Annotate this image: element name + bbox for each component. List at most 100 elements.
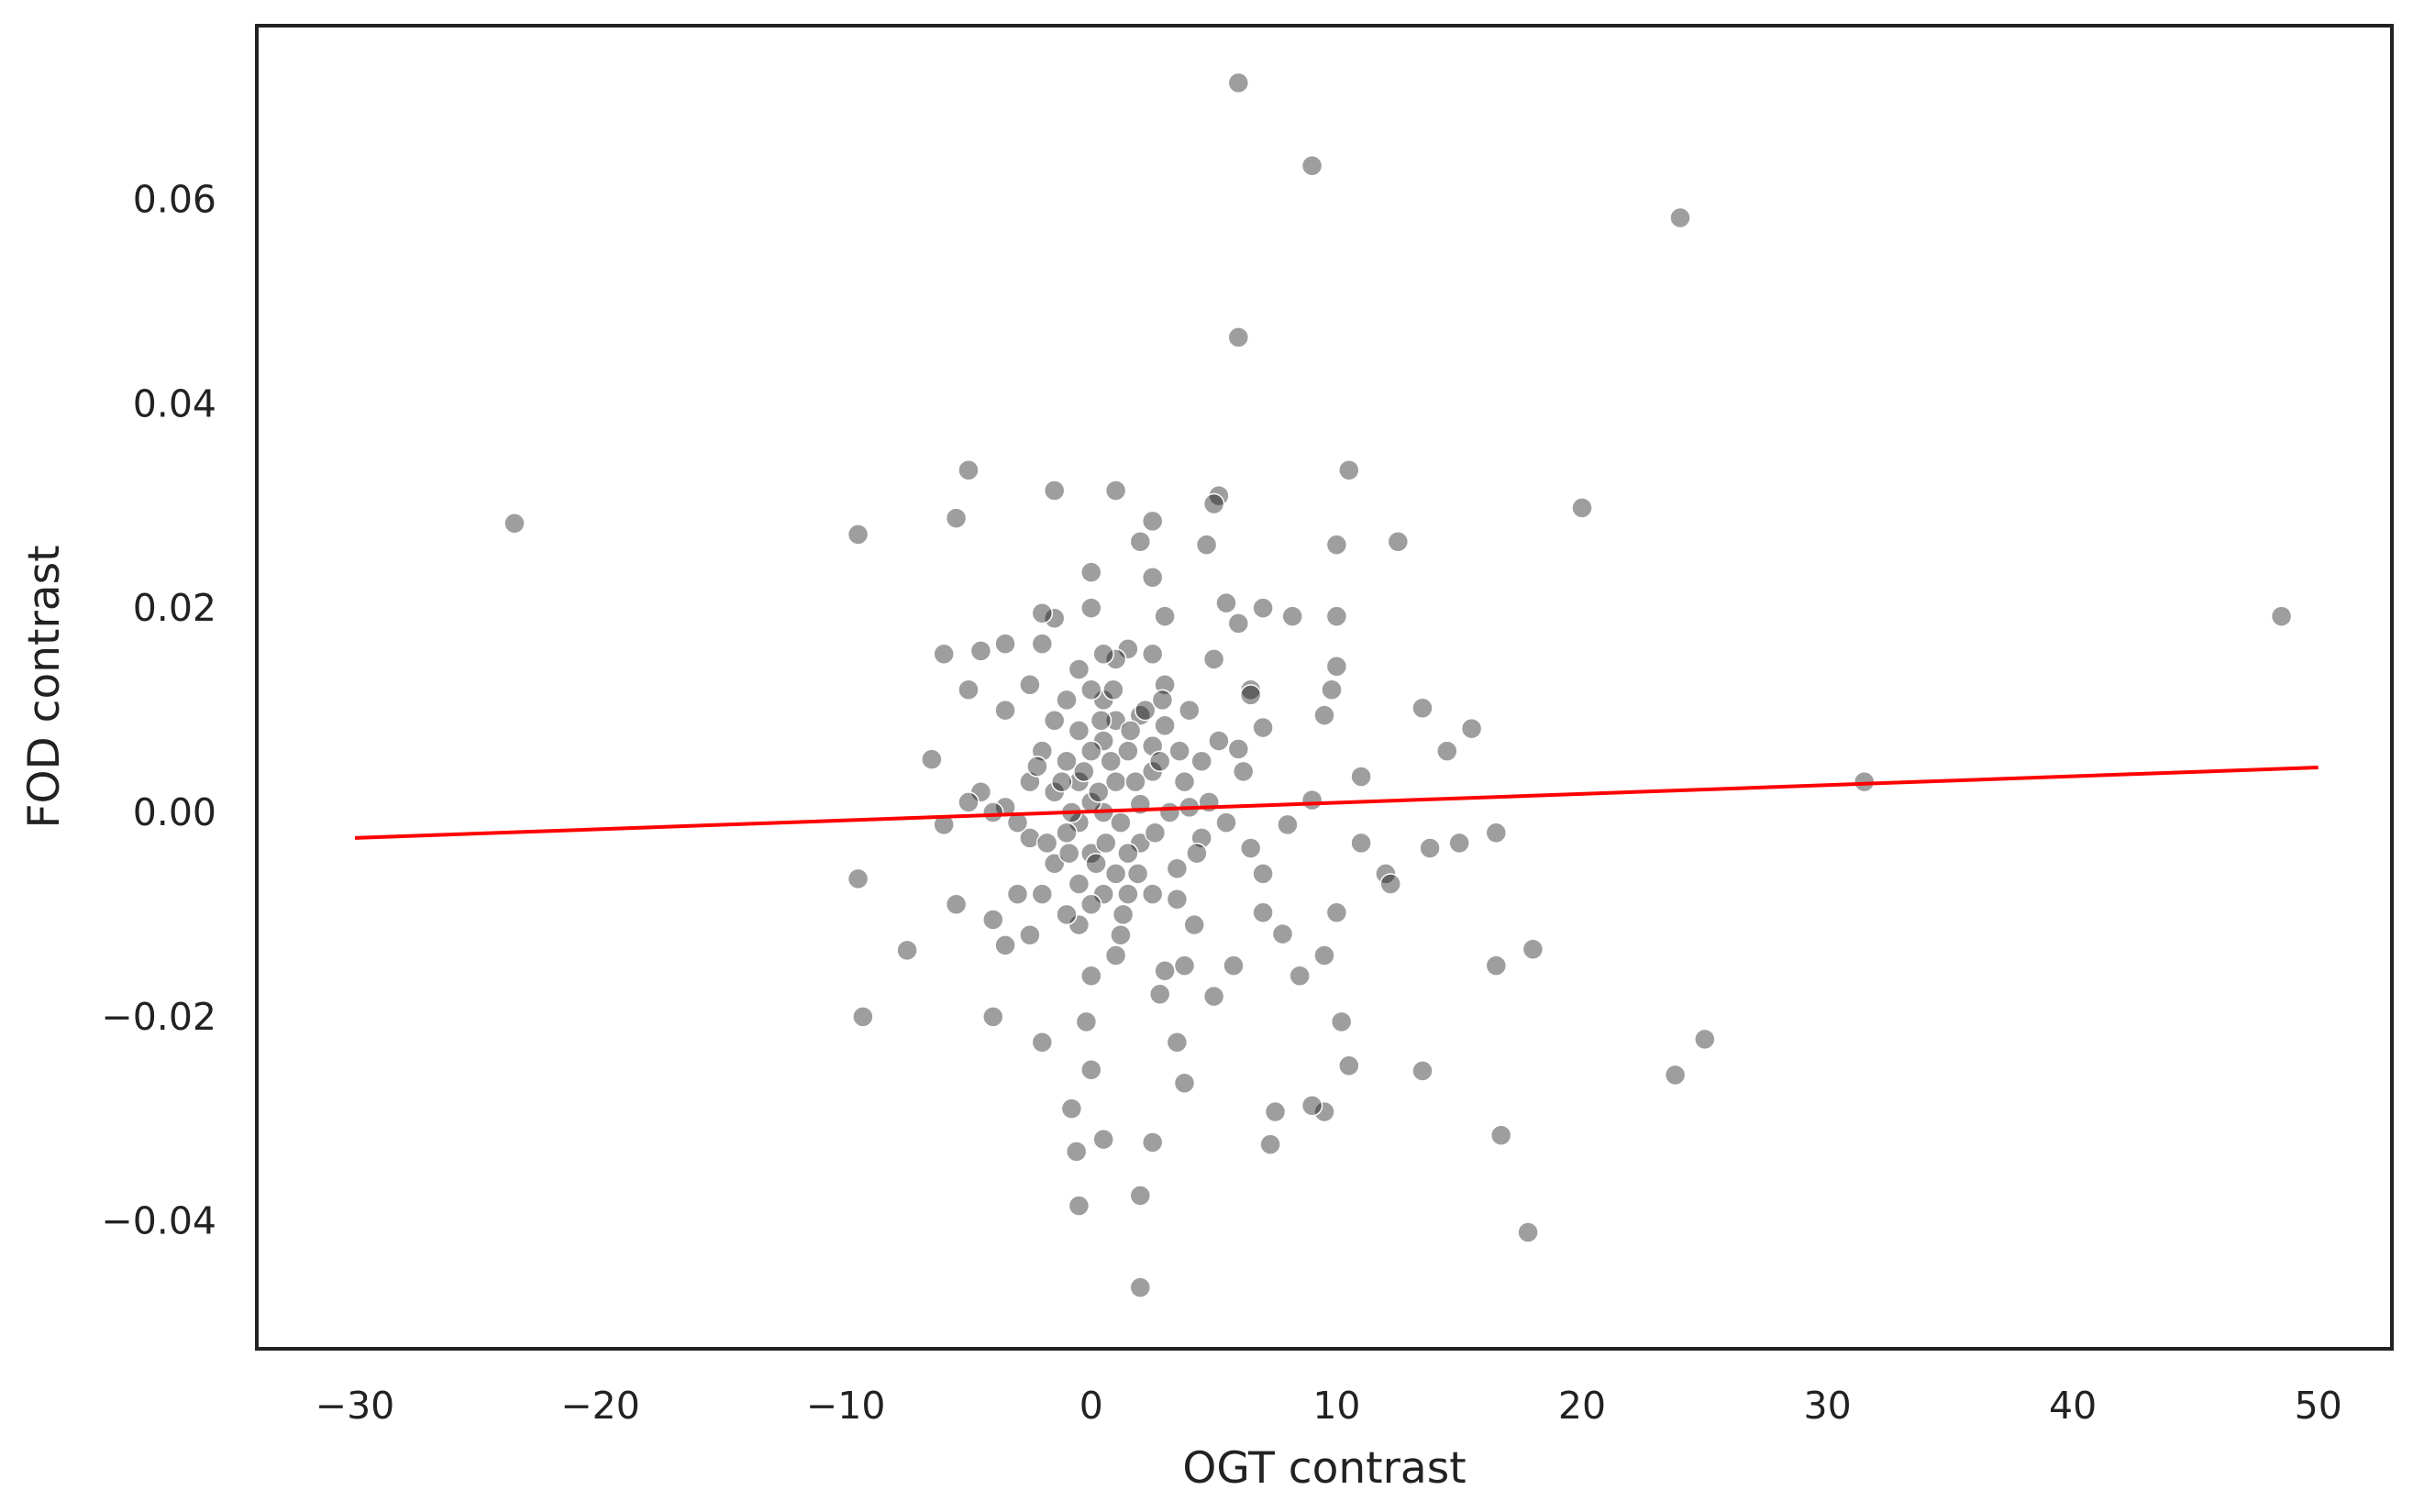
scatter-point-173 — [1158, 801, 1181, 823]
scatter-point-122 — [1068, 1195, 1090, 1217]
scatter-point-123 — [1065, 1141, 1088, 1163]
scatter-point-60 — [1195, 534, 1218, 556]
scatter-point-51 — [1239, 837, 1262, 859]
y-tick-label: 0.02 — [133, 586, 216, 630]
scatter-point-99 — [1104, 944, 1127, 966]
scatter-point-114 — [1080, 1059, 1102, 1081]
scatter-point-19 — [1411, 1060, 1433, 1082]
scatter-point-161 — [896, 939, 918, 962]
scatter-point-149 — [982, 909, 1004, 931]
regression-line — [354, 766, 2319, 840]
scatter-point-0 — [504, 512, 526, 535]
scatter-point-71 — [1154, 605, 1176, 627]
scatter-point-153 — [957, 458, 980, 481]
scatter-point-94 — [1104, 480, 1127, 502]
scatter-point-162 — [852, 1006, 874, 1028]
y-tick-labels: −0.04 −0.02 0.00 0.02 0.04 0.06 — [101, 177, 216, 1242]
scatter-point-52 — [1227, 613, 1250, 635]
scatter-point-64 — [1179, 699, 1201, 722]
scatter-point-138 — [1031, 1031, 1054, 1054]
plot-frame — [255, 24, 2394, 1351]
scatter-point-32 — [1321, 679, 1343, 701]
scatter-point-61 — [1190, 750, 1212, 773]
scatter-point-148 — [982, 801, 1004, 823]
scatter-point-147 — [994, 934, 1016, 956]
scatter-point-124 — [1060, 1098, 1083, 1120]
scatter-point-139 — [1019, 673, 1041, 696]
x-tick-labels: −30 −20 −10 0 10 20 30 40 50 — [315, 1384, 2342, 1428]
scatter-point-189 — [1186, 842, 1208, 865]
scatter-point-190 — [1208, 730, 1230, 752]
scatter-point-141 — [1019, 827, 1041, 849]
scatter-point-168 — [1073, 760, 1095, 783]
scatter-point-13 — [1485, 955, 1508, 977]
points-layer — [504, 72, 2293, 1298]
scatter-point-135 — [1031, 633, 1054, 655]
scatter-point-157 — [945, 893, 968, 916]
scatter-point-12 — [1489, 1124, 1512, 1146]
scatter-point-188 — [1126, 863, 1149, 885]
scatter-point-77 — [1141, 566, 1164, 589]
scatter-point-146 — [994, 796, 1016, 819]
scatter-point-166 — [1100, 750, 1122, 773]
scatter-point-58 — [1202, 648, 1225, 670]
scatter-point-130 — [1043, 607, 1066, 630]
scatter-point-6 — [1227, 326, 1250, 348]
scatter-point-16 — [1448, 832, 1470, 855]
y-axis-label: FOD contrast — [19, 545, 70, 828]
scatter-point-15 — [1460, 717, 1483, 740]
x-tick-label: −20 — [560, 1384, 640, 1428]
x-tick-label: 0 — [1079, 1384, 1103, 1428]
scatter-point-11 — [1522, 938, 1544, 961]
scatter-point-179 — [1050, 770, 1073, 793]
scatter-point-63 — [1183, 913, 1205, 936]
scatter-point-10 — [1517, 1221, 1539, 1243]
scatter-point-69 — [1166, 888, 1189, 911]
y-tick-label: −0.04 — [101, 1199, 216, 1243]
scatter-point-127 — [1056, 822, 1078, 844]
scatter-point-45 — [1252, 716, 1274, 739]
scatter-point-137 — [1031, 883, 1054, 905]
scatter-point-108 — [1080, 679, 1102, 701]
scatter-point-43 — [1264, 1100, 1287, 1123]
scatter-point-23 — [1379, 873, 1401, 895]
scatter-point-150 — [982, 1006, 1004, 1028]
y-tick-label: 0.04 — [133, 381, 216, 425]
scatter-point-169 — [1095, 832, 1117, 855]
scatter-point-180 — [1035, 832, 1058, 855]
y-tick-label: 0.06 — [133, 177, 216, 221]
scatter-point-66 — [1173, 1072, 1196, 1095]
scatter-point-47 — [1252, 901, 1274, 923]
scatter-point-171 — [1134, 699, 1157, 722]
scatter-point-151 — [969, 640, 992, 662]
scatter-point-5 — [1669, 206, 1691, 229]
scatter-point-133 — [1043, 852, 1066, 875]
x-tick-label: −30 — [315, 1384, 395, 1428]
scatter-point-126 — [1056, 750, 1078, 773]
scatter-point-92 — [1117, 883, 1139, 905]
scatter-point-191 — [1057, 842, 1080, 865]
scatter-point-105 — [1092, 1128, 1114, 1151]
scatter-point-194 — [1151, 689, 1174, 712]
scatter-point-187 — [1102, 679, 1124, 701]
scatter-point-81 — [1141, 883, 1164, 905]
scatter-point-78 — [1141, 643, 1164, 666]
scatter-point-25 — [1350, 832, 1372, 855]
scatter-point-145 — [994, 699, 1016, 722]
scatter-point-159 — [933, 813, 955, 836]
x-tick-label: 50 — [2295, 1384, 2342, 1428]
scatter-point-129 — [1043, 480, 1066, 502]
scatter-point-143 — [1006, 883, 1029, 905]
x-tick-label: 30 — [1804, 1384, 1852, 1428]
scatter-point-30 — [1325, 605, 1348, 627]
scatter-point-118 — [1068, 770, 1090, 793]
scatter-point-34 — [1313, 944, 1335, 966]
scatter-point-83 — [1129, 530, 1152, 553]
scatter-point-181 — [1085, 852, 1107, 875]
scatter-point-177 — [1232, 760, 1255, 783]
scatter-point-14 — [1485, 822, 1508, 844]
scatter-point-73 — [1154, 714, 1176, 737]
scatter-point-93 — [1110, 923, 1132, 946]
scatter-point-106 — [1080, 561, 1102, 583]
